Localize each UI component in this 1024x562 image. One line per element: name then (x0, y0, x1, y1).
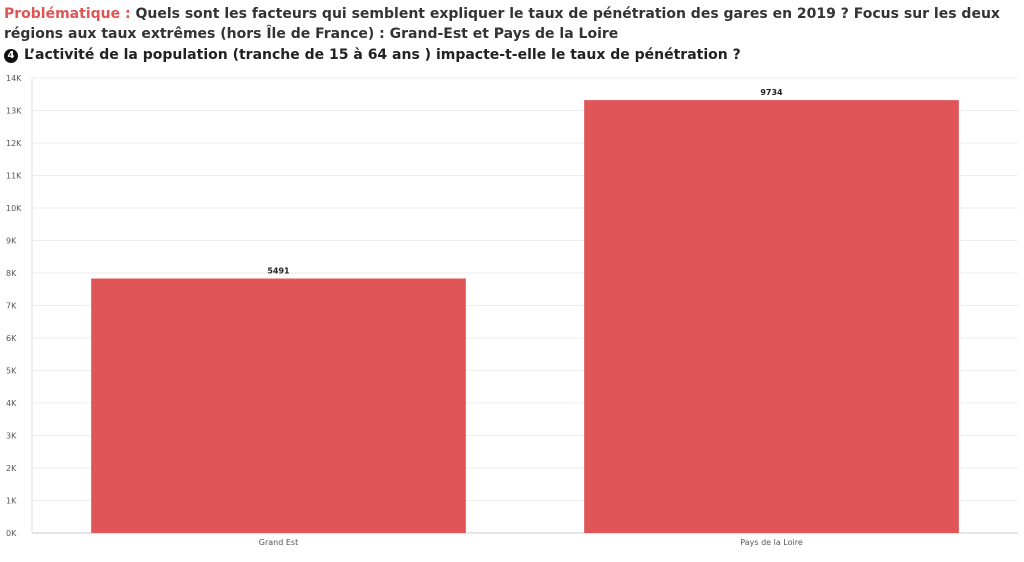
question: 4 L’activité de la population (tranche de… (4, 45, 1020, 65)
data-label: 5491 (267, 267, 290, 276)
bar (584, 100, 959, 533)
x-tick-label: Pays de la Loire (740, 538, 803, 547)
bar (91, 278, 466, 533)
y-tick-label: 0K (6, 529, 17, 538)
y-tick-label: 12K (6, 139, 22, 148)
y-tick-label: 1K (6, 497, 17, 506)
problem-statement: Problématique : Quels sont les facteurs … (4, 4, 1020, 44)
y-tick-label: 13K (6, 107, 22, 116)
y-tick-label: 9K (6, 237, 17, 246)
problem-label: Problématique : (4, 6, 131, 22)
y-tick-label: 7K (6, 302, 17, 311)
y-tick-label: 10K (6, 204, 22, 213)
number-bullet-icon: 4 (4, 49, 18, 63)
y-tick-label: 14K (6, 74, 22, 83)
y-tick-label: 11K (6, 172, 22, 181)
bar-chart: 0K 1K 2K 3K 4K 5K 6K 7K 8K 9K 10K 11K 12K 13K 14K 5491 G… (6, 74, 1018, 547)
problem-text: Quels sont les facteurs qui semblent exp… (4, 6, 1000, 42)
data-label: 9734 (760, 88, 783, 97)
y-tick-label: 3K (6, 432, 17, 441)
y-tick-label: 8K (6, 269, 17, 278)
y-tick-label: 5K (6, 367, 17, 376)
y-tick-label: 4K (6, 399, 17, 408)
question-text: L’activité de la population (tranche de … (24, 47, 741, 63)
y-tick-label: 6K (6, 334, 17, 343)
x-tick-label: Grand Est (259, 538, 298, 547)
y-tick-label: 2K (6, 464, 17, 473)
header: Problématique : Quels sont les facteurs … (4, 4, 1020, 65)
